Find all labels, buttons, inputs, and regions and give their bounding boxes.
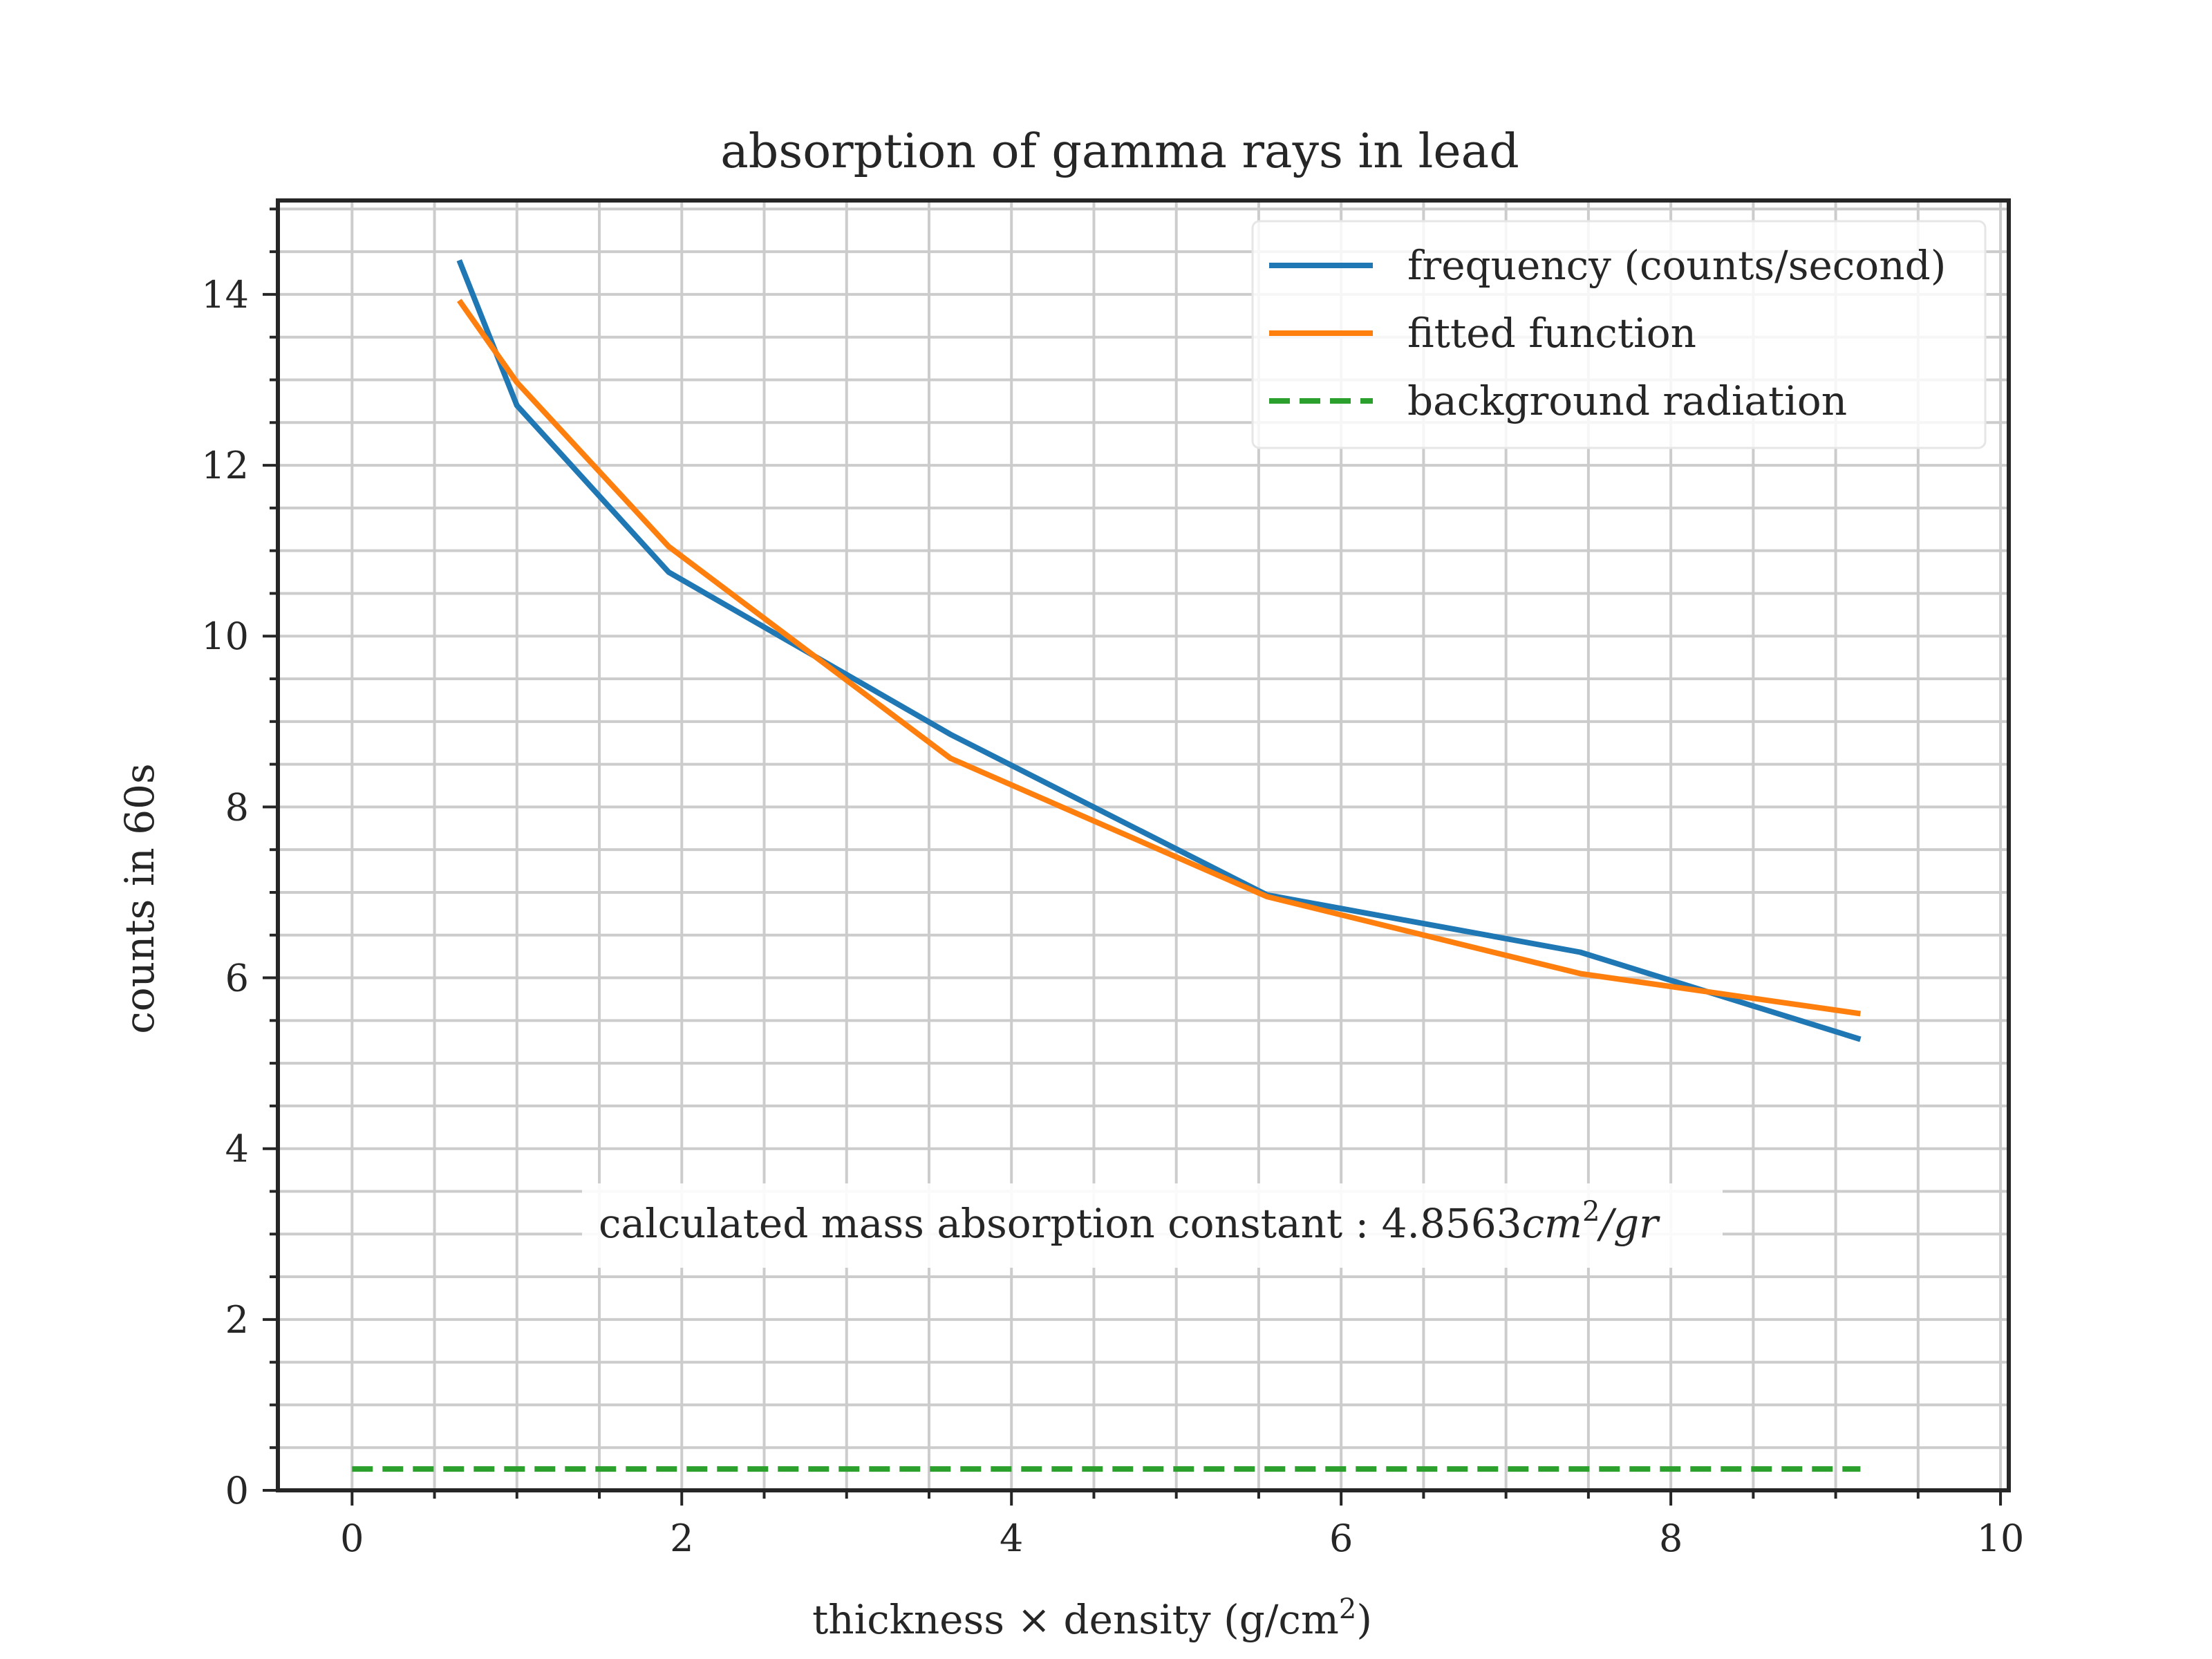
axis-ticks: 0 2 4 6 8 10 0 2 4 6 8 10 12 14 [201, 207, 2025, 1560]
annotation-unit-superscript: 2 [1582, 1196, 1600, 1228]
legend-label-1: frequency (counts/second) [1407, 242, 1946, 289]
annotation-unit-end: /gr [1597, 1200, 1661, 1247]
plot-lines [352, 259, 1862, 1472]
x-tick-label: 2 [670, 1517, 693, 1560]
x-tick-label: 8 [1659, 1517, 1683, 1560]
x-tick-label: 10 [1977, 1517, 2025, 1560]
y-tick-label: 10 [201, 615, 249, 658]
series-line-2 [457, 299, 1861, 1017]
x-axis-title: thickness × density (g/cm2) [812, 1593, 1372, 1643]
y-axis-title: counts in 60s [116, 763, 163, 1034]
annotation-background [582, 1183, 1723, 1268]
x-axis-title-superscript: 2 [1339, 1593, 1356, 1625]
y-tick-label: 6 [225, 957, 249, 1000]
legend-label-2: fitted function [1407, 310, 1696, 357]
x-tick-label: 4 [1000, 1517, 1023, 1560]
legend-box [1251, 220, 1987, 449]
y-tick-label: 14 [201, 273, 249, 317]
legend: frequency (counts/second) fitted function… [1251, 220, 1987, 449]
y-tick-label: 4 [225, 1127, 249, 1171]
y-tick-label: 2 [225, 1298, 249, 1342]
chart-title: absorption of gamma rays in lead [720, 124, 1519, 179]
annotation-unit: cm [1522, 1200, 1582, 1247]
x-tick-label: 0 [340, 1517, 364, 1560]
y-tick-label: 12 [201, 444, 249, 487]
series-line-1 [456, 259, 1862, 1042]
x-tick-label: 6 [1329, 1517, 1353, 1560]
y-tick-label: 8 [225, 785, 249, 829]
x-axis-title-main: thickness × density (g/cm [812, 1596, 1339, 1643]
x-axis-title-end: ) [1356, 1596, 1372, 1643]
plot-frame [276, 198, 2011, 1492]
annotation-prefix: calculated mass absorption constant : 4.… [599, 1200, 1522, 1247]
legend-label-3: background radiation [1407, 377, 1847, 424]
y-tick-label: 0 [225, 1469, 249, 1512]
annotation-text: calculated mass absorption constant : 4.… [599, 1196, 1660, 1247]
annotation-box: calculated mass absorption constant : 4.… [582, 1183, 1723, 1268]
